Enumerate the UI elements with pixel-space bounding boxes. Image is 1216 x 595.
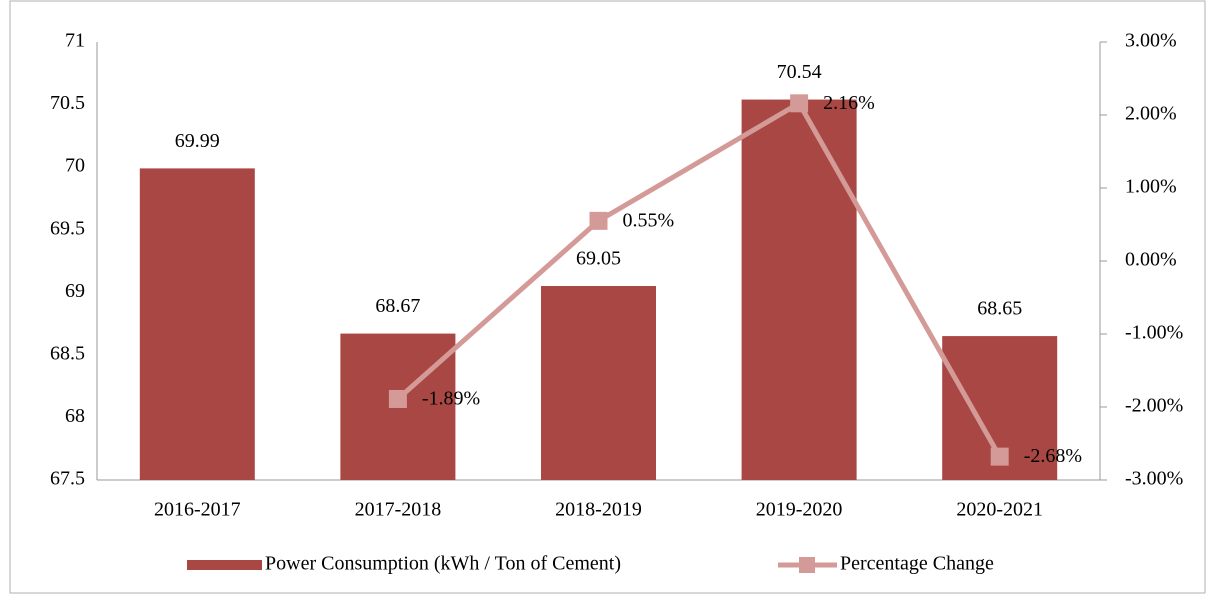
- y-tick-label: 70: [65, 155, 85, 177]
- x-tick-label: 2019-2020: [756, 499, 843, 521]
- bar: [139, 168, 255, 480]
- bar-value-label: 70.54: [777, 61, 822, 83]
- line-marker: [589, 211, 608, 230]
- bar: [541, 286, 656, 480]
- bar-value-label: 69.05: [576, 248, 621, 270]
- y-tick-label: 69: [65, 280, 85, 302]
- y-tick-label: 71: [65, 30, 85, 52]
- y2-tick-label: 0.00%: [1125, 249, 1177, 271]
- y2-tick-label: -2.00%: [1125, 395, 1183, 417]
- line-value-label: -2.68%: [1024, 445, 1082, 467]
- legend-swatch: [187, 560, 262, 570]
- y-tick-label: 68.5: [50, 342, 85, 364]
- legend-swatch-marker: [799, 557, 815, 573]
- bar: [741, 99, 857, 481]
- y2-tick-label: 1.00%: [1125, 176, 1177, 198]
- x-tick-label: 2016-2017: [154, 499, 241, 521]
- y2-tick-label: 3.00%: [1125, 30, 1177, 52]
- x-tick-label: 2017-2018: [355, 499, 442, 521]
- bar-value-label: 69.99: [175, 130, 220, 152]
- y-tick-label: 69.5: [50, 217, 85, 239]
- y-tick-label: 70.5: [50, 92, 85, 114]
- bar-value-label: 68.65: [977, 298, 1022, 320]
- line-marker: [990, 447, 1009, 466]
- line-marker: [790, 94, 809, 113]
- line-value-label: 0.55%: [623, 209, 675, 231]
- legend-label: Power Consumption (kWh / Ton of Cement): [265, 553, 621, 575]
- y2-tick-label: 2.00%: [1125, 103, 1177, 125]
- legend-label: Percentage Change: [840, 553, 994, 575]
- line: [396, 99, 1002, 458]
- line-value-label: -1.89%: [422, 388, 480, 410]
- x-tick-label: 2020-2021: [956, 499, 1043, 521]
- y-tick-label: 68: [65, 405, 85, 427]
- x-tick-label: 2018-2019: [555, 499, 642, 521]
- line-marker: [388, 389, 407, 408]
- y2-tick-label: -3.00%: [1125, 468, 1183, 490]
- bar-value-label: 68.67: [375, 295, 420, 317]
- y-tick-label: 67.5: [50, 468, 85, 490]
- y2-tick-label: -1.00%: [1125, 322, 1183, 344]
- line-value-label: 2.16%: [823, 92, 875, 114]
